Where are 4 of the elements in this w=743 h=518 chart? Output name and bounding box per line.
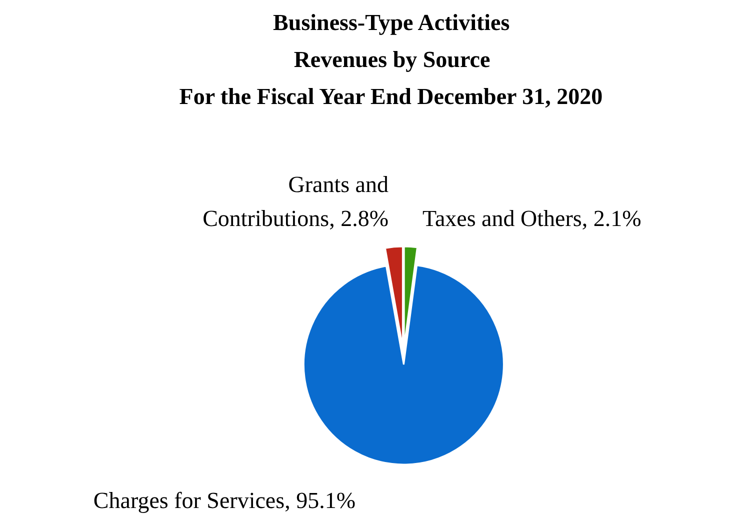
slice-label: Charges for Services, 95.1%	[93, 488, 356, 513]
chart-title: Business-Type Activities Revenues by Source For the Fiscal Year End December 31, 2020	[179, 10, 603, 109]
slice-label: Grants and Contributions, 2.8%	[202, 172, 389, 231]
slice-label: Taxes and Others, 2.1%	[422, 206, 642, 231]
